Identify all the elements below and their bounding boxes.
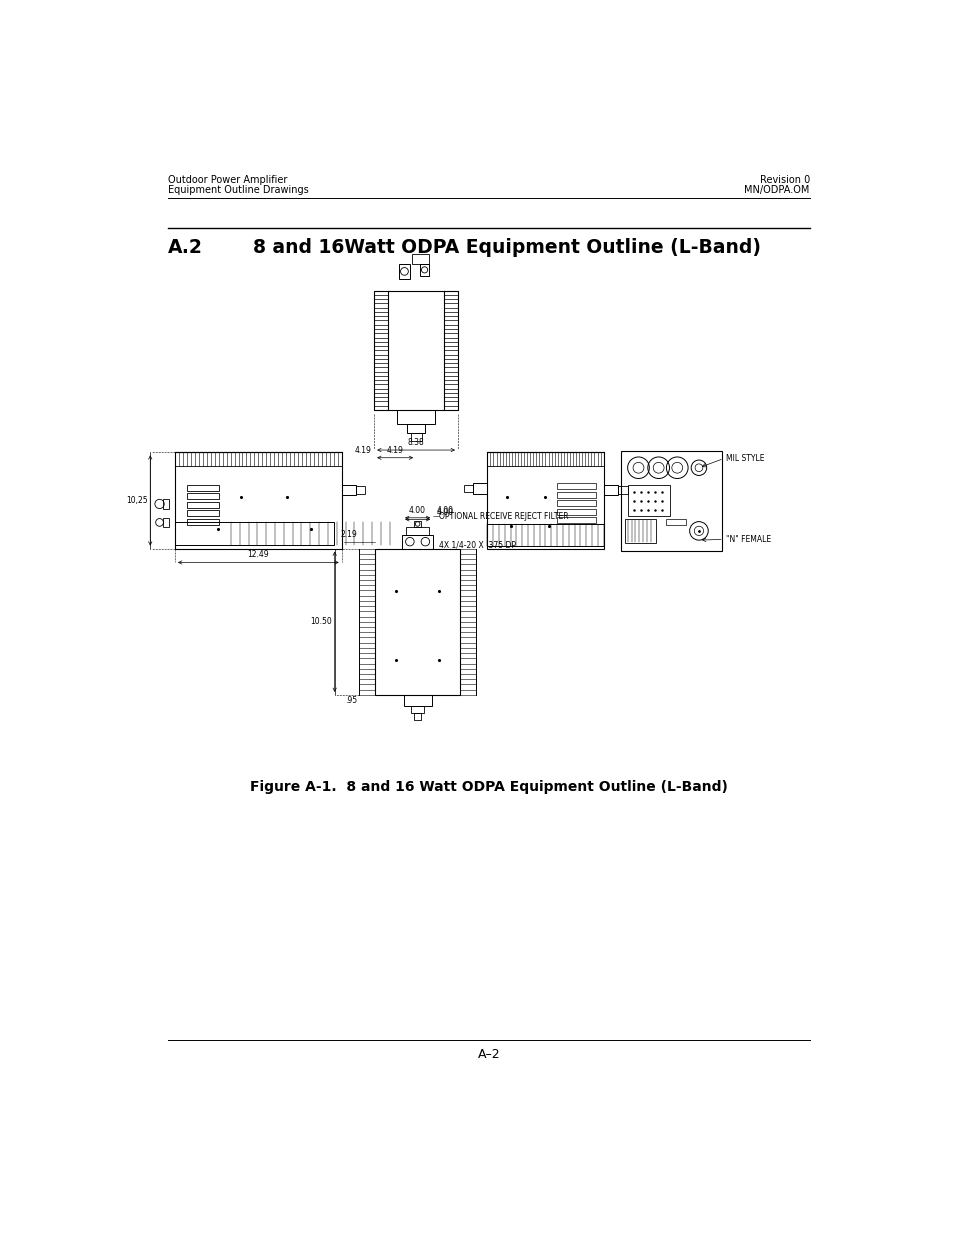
Bar [557, 517, 596, 524]
Bar [174, 452, 341, 548]
Bar [187, 484, 219, 490]
Bar [412, 254, 429, 264]
Text: Equipment Outline Drawings: Equipment Outline Drawings [168, 185, 309, 195]
Text: 4.00: 4.00 [436, 508, 454, 517]
Text: "N" FEMALE: "N" FEMALE [725, 535, 770, 543]
Text: 8 and 16Watt ODPA Equipment Outline (L-Band): 8 and 16Watt ODPA Equipment Outline (L-B… [253, 237, 760, 257]
Bar [487, 524, 603, 546]
Bar [557, 509, 596, 515]
Text: A–2: A–2 [477, 1047, 499, 1061]
Bar [341, 484, 355, 495]
Bar [557, 483, 596, 489]
Text: Outdoor Power Amplifier: Outdoor Power Amplifier [168, 175, 287, 185]
Text: 2.19: 2.19 [340, 530, 356, 540]
Bar [403, 695, 431, 705]
Bar [617, 487, 628, 494]
Bar [375, 548, 459, 695]
Bar [473, 483, 487, 494]
Text: 8.38: 8.38 [407, 438, 424, 447]
Bar [187, 510, 219, 516]
Bar [187, 493, 219, 499]
Bar [624, 519, 656, 543]
Bar [396, 410, 435, 424]
Bar [557, 500, 596, 506]
Bar [487, 452, 603, 548]
Text: OPTIONAL RECEIVE REJECT FILTER: OPTIONAL RECEIVE REJECT FILTER [439, 511, 568, 521]
Text: 10,25: 10,25 [126, 496, 148, 505]
Bar [464, 484, 473, 493]
Text: 4.00: 4.00 [409, 505, 426, 515]
Bar [603, 484, 617, 495]
Bar [406, 424, 425, 433]
Bar [162, 517, 169, 527]
Bar [398, 264, 410, 279]
Text: 10.50: 10.50 [311, 618, 332, 626]
Text: 4.19: 4.19 [386, 446, 403, 454]
Bar [174, 521, 334, 545]
Bar [187, 501, 219, 508]
Text: MN/ODPA.OM: MN/ODPA.OM [743, 185, 809, 195]
Text: 4.00: 4.00 [436, 506, 454, 515]
Bar [620, 451, 721, 551]
Bar [666, 519, 685, 525]
Bar [162, 499, 169, 509]
Bar [414, 714, 421, 720]
Bar [419, 264, 429, 275]
Bar [627, 485, 670, 516]
Bar [411, 705, 423, 714]
Bar [374, 290, 457, 410]
Text: Figure A-1.  8 and 16 Watt ODPA Equipment Outline (L-Band): Figure A-1. 8 and 16 Watt ODPA Equipment… [250, 779, 727, 794]
Text: A.2: A.2 [168, 237, 203, 257]
Bar [187, 519, 219, 525]
Text: MIL STYLE: MIL STYLE [725, 454, 763, 463]
Bar [410, 433, 421, 441]
Bar [414, 521, 421, 527]
Text: Revision 0: Revision 0 [759, 175, 809, 185]
Bar [406, 527, 429, 535]
Text: 4X 1/4-20 X .375 DP: 4X 1/4-20 X .375 DP [439, 540, 516, 550]
Bar [402, 535, 433, 548]
Bar [355, 487, 365, 494]
Text: 12.49: 12.49 [247, 551, 269, 559]
Text: 4.19: 4.19 [355, 446, 372, 454]
Text: .95: .95 [345, 695, 356, 705]
Bar [557, 492, 596, 498]
